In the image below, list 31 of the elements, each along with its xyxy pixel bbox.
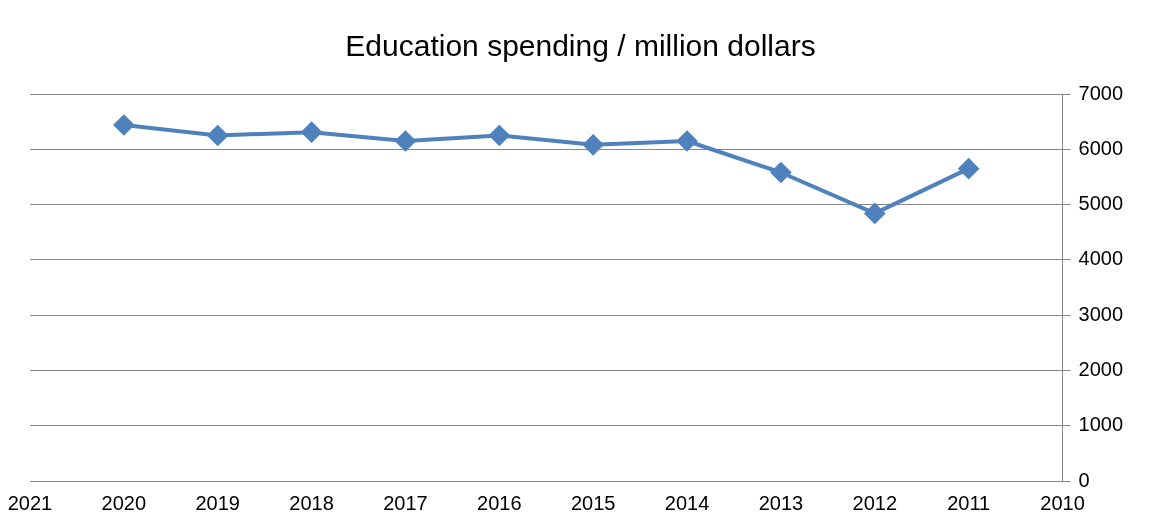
y-tick-label: 1000 bbox=[1078, 413, 1124, 436]
x-tick-label: 2017 bbox=[383, 491, 428, 514]
y-tick-label: 5000 bbox=[1078, 192, 1124, 215]
x-tick-label: 2020 bbox=[101, 491, 147, 514]
y-tick-label: 4000 bbox=[1078, 247, 1124, 270]
point bbox=[207, 125, 228, 146]
x-tick-label: 2014 bbox=[664, 491, 710, 514]
y-tick-label: 0 bbox=[1078, 468, 1090, 491]
x-tick-label: 2010 bbox=[1040, 491, 1085, 514]
x-tick-label: 2018 bbox=[289, 491, 334, 514]
y-tick-label: 2000 bbox=[1078, 357, 1124, 380]
point bbox=[113, 114, 134, 135]
x-tick-label: 2016 bbox=[477, 491, 522, 514]
y-tick-label: 3000 bbox=[1078, 302, 1124, 325]
point bbox=[301, 122, 322, 143]
y-tick-label: 6000 bbox=[1078, 136, 1124, 159]
x-tick-label: 2013 bbox=[758, 491, 804, 514]
x-tick-label: 2011 bbox=[947, 491, 991, 514]
point bbox=[677, 130, 698, 151]
point bbox=[395, 130, 416, 151]
chart-title: Education spending / million dollars bbox=[345, 29, 816, 63]
point bbox=[770, 162, 791, 183]
point bbox=[583, 134, 604, 155]
x-tick-label: 2015 bbox=[570, 491, 616, 514]
x-tick-label: 2021 bbox=[7, 491, 53, 514]
x-tick-label: 2012 bbox=[852, 491, 898, 514]
point bbox=[958, 158, 979, 179]
point bbox=[489, 125, 510, 146]
x-tick-label: 2019 bbox=[195, 491, 240, 514]
point bbox=[864, 203, 885, 224]
y-tick-label: 7000 bbox=[1078, 81, 1124, 104]
